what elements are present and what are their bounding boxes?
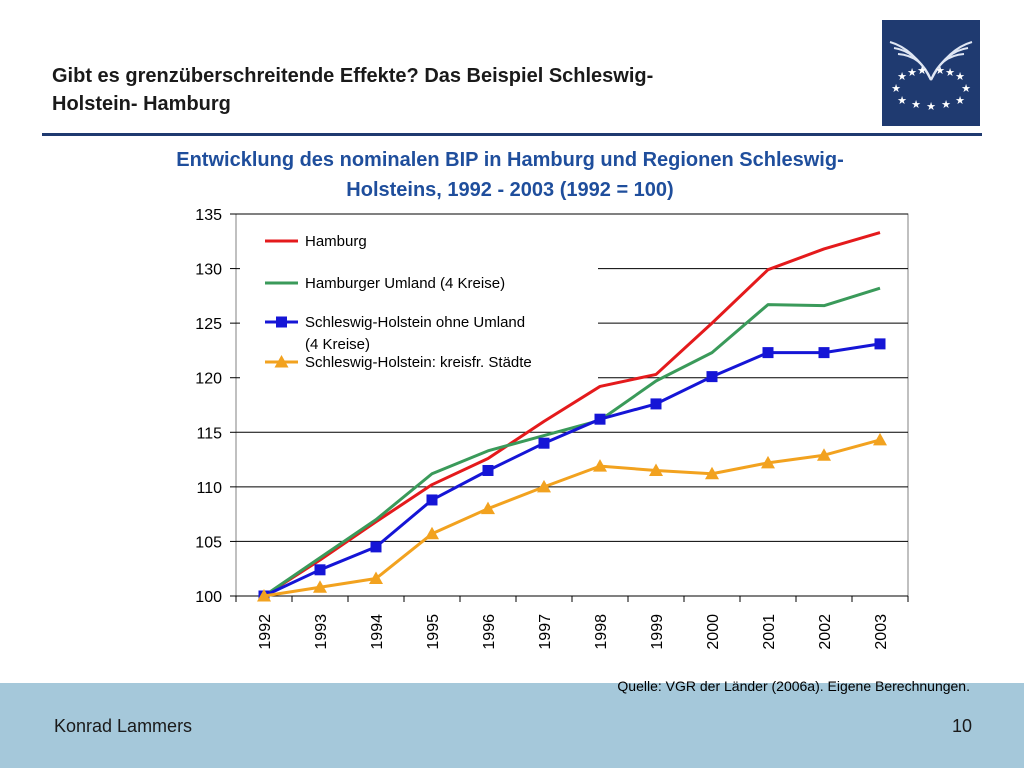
slide-title-line-2: Holstein- Hamburg <box>52 93 231 115</box>
data-point <box>705 466 719 480</box>
data-point <box>817 448 831 461</box>
data-point <box>313 580 327 593</box>
x-tick-label: 1999 <box>649 614 666 650</box>
legend-label: Schleswig-Holstein ohne Umland <box>305 314 525 331</box>
y-tick-label: 110 <box>196 480 222 497</box>
data-point <box>314 564 326 576</box>
data-point <box>537 479 551 493</box>
svg-text:★: ★ <box>897 70 907 83</box>
y-tick-label: 135 <box>195 207 222 224</box>
x-tick-label: 1994 <box>369 614 386 650</box>
x-tick-label: 2000 <box>705 614 722 650</box>
series-line-2 <box>263 286 881 598</box>
svg-text:★: ★ <box>911 98 921 111</box>
x-tick-label: 1997 <box>537 614 554 650</box>
data-point <box>650 398 662 410</box>
slide-title-line-1: Gibt es grenzüberschreitende Effekte? Da… <box>52 65 654 87</box>
footer-band <box>0 683 1024 768</box>
svg-text:★: ★ <box>955 94 965 107</box>
x-tick-label: 1995 <box>425 614 442 650</box>
data-point <box>818 347 830 359</box>
data-point <box>593 459 607 472</box>
legend-label: Hamburger Umland (4 Kreise) <box>305 275 505 292</box>
chart-title: Entwicklung des nominalen BIP in Hamburg… <box>40 145 980 205</box>
chart-title-line-2: Holsteins, 1992 - 2003 (1992 = 100) <box>346 179 674 201</box>
y-tick-label: 100 <box>195 589 222 606</box>
x-tick-label: 1992 <box>257 614 274 650</box>
author-name: Konrad Lammers <box>54 716 193 736</box>
x-tick-label: 2001 <box>761 614 778 650</box>
svg-text:★: ★ <box>961 82 971 95</box>
y-tick-label: 105 <box>195 534 222 551</box>
data-point <box>482 464 494 476</box>
svg-text:★: ★ <box>907 66 917 79</box>
x-tick-label: 1996 <box>481 614 498 650</box>
y-tick-label: 130 <box>195 262 222 279</box>
legend-label: Schleswig-Holstein: kreisfr. Städte <box>305 354 532 371</box>
svg-text:★: ★ <box>935 64 945 77</box>
title-divider <box>42 133 982 136</box>
chart-title-line-1: Entwicklung des nominalen BIP in Hamburg… <box>176 149 844 171</box>
data-point <box>649 463 663 476</box>
legend-label: Hamburg <box>305 233 367 250</box>
svg-text:★: ★ <box>945 66 955 79</box>
y-tick-label: 115 <box>196 425 222 442</box>
data-point <box>538 437 550 449</box>
source-note: Quelle: VGR der Länder (2006a). Eigene B… <box>617 678 970 694</box>
x-tick-label: 2003 <box>873 614 890 650</box>
svg-text:★: ★ <box>926 100 936 113</box>
svg-text:★: ★ <box>917 64 927 77</box>
y-tick-label: 120 <box>195 371 222 388</box>
series-line-1 <box>263 231 881 598</box>
data-point <box>874 338 886 350</box>
data-point <box>594 413 606 425</box>
legend-label-continued: (4 Kreise) <box>305 336 370 353</box>
x-tick-label: 1993 <box>313 614 330 650</box>
data-point <box>481 501 495 515</box>
data-point <box>426 494 438 506</box>
eu-stars-logo-icon: ★ ★ ★ ★ ★ ★ ★ ★ ★ ★ ★ ★ ★ <box>882 20 980 126</box>
x-tick-label: 1998 <box>593 614 610 650</box>
series-line-4 <box>263 438 881 598</box>
legend-marker <box>276 316 287 328</box>
svg-text:★: ★ <box>941 98 951 111</box>
data-point <box>761 455 775 469</box>
data-point <box>369 571 383 585</box>
svg-text:★: ★ <box>897 94 907 107</box>
data-point <box>706 371 718 383</box>
data-point <box>762 347 774 359</box>
data-point <box>425 526 439 540</box>
slide-title: Gibt es grenzüberschreitende Effekte? Da… <box>52 62 842 118</box>
series-line-3 <box>263 342 881 598</box>
svg-text:★: ★ <box>891 82 901 95</box>
legend-marker <box>274 355 289 368</box>
data-point <box>257 589 271 602</box>
data-point <box>370 541 382 553</box>
svg-text:★: ★ <box>955 70 965 83</box>
legend-box <box>240 218 598 380</box>
page-number: 10 <box>951 716 972 736</box>
data-point <box>873 432 887 446</box>
x-tick-label: 2002 <box>817 614 834 650</box>
y-tick-label: 125 <box>195 316 222 333</box>
